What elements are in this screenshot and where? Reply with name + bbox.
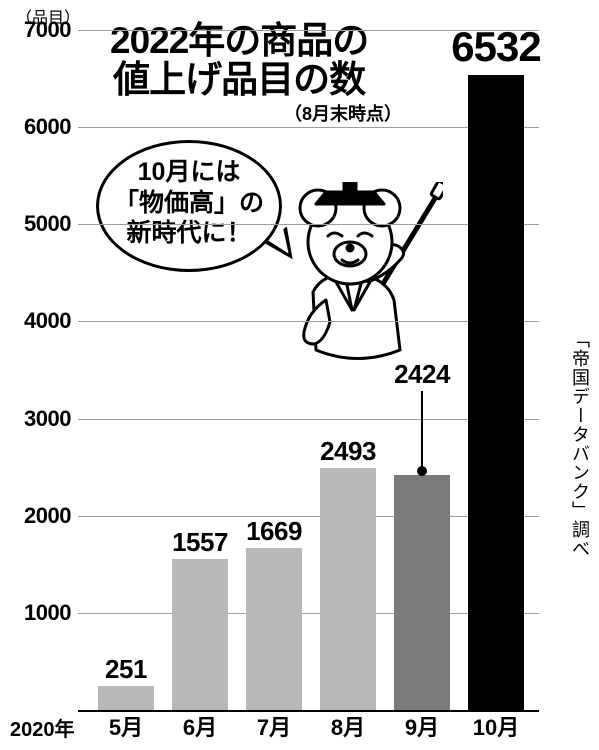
bar (468, 75, 524, 710)
bar (172, 559, 228, 710)
x-axis-line (78, 710, 539, 712)
x-tick-label: 9月 (405, 710, 439, 742)
bubble-line-1: 10月には (138, 158, 241, 186)
bar-value-label: 6532 (451, 23, 540, 71)
bar-value-label: 2424 (394, 359, 450, 390)
bar (394, 475, 450, 710)
y-tick-label: 6000 (11, 114, 71, 140)
title-line-1: 2022年の商品の (110, 20, 368, 61)
chart-canvas: （品目） 2020年 2022年の商品の 値上げ品目の数 （8月末時点） (0, 0, 599, 750)
y-tick-label: 5000 (11, 211, 71, 237)
y-tick-label: 7000 (11, 17, 71, 43)
title-line-2: 値上げ品目の数 (113, 59, 365, 100)
source-credit: 「帝国データバンク」調べ (567, 330, 593, 558)
bar-value-label: 1557 (172, 527, 228, 558)
y-tick-label: 2000 (11, 503, 71, 529)
y-tick-label: 3000 (11, 406, 71, 432)
callout-dot (417, 466, 427, 476)
bar (246, 548, 302, 710)
bubble-line-3: 新時代に！ (126, 219, 251, 247)
bar-value-label: 1669 (246, 516, 302, 547)
y-tick-label: 1000 (11, 600, 71, 626)
x-tick-label: 5月 (109, 710, 143, 742)
x-axis-year-label: 2020年 (10, 713, 75, 742)
x-tick-label: 6月 (183, 710, 217, 742)
bar (98, 686, 154, 710)
x-tick-label: 10月 (473, 710, 519, 742)
x-tick-label: 7月 (257, 710, 291, 742)
bubble-line-2: 「物価高」の (114, 189, 264, 217)
y-tick-label: 4000 (11, 308, 71, 334)
bar-value-label: 251 (105, 654, 147, 685)
bar-value-label: 2493 (320, 436, 376, 467)
mascot-illustration (268, 182, 443, 372)
chart-title: 2022年の商品の 値上げ品目の数 (110, 22, 368, 100)
speech-bubble: 10月には 「物価高」の 新時代に！ (96, 140, 282, 272)
callout-line (421, 391, 423, 467)
x-tick-label: 8月 (331, 710, 365, 742)
bar (320, 468, 376, 710)
chart-subtitle: （8月末時点） (284, 100, 402, 126)
